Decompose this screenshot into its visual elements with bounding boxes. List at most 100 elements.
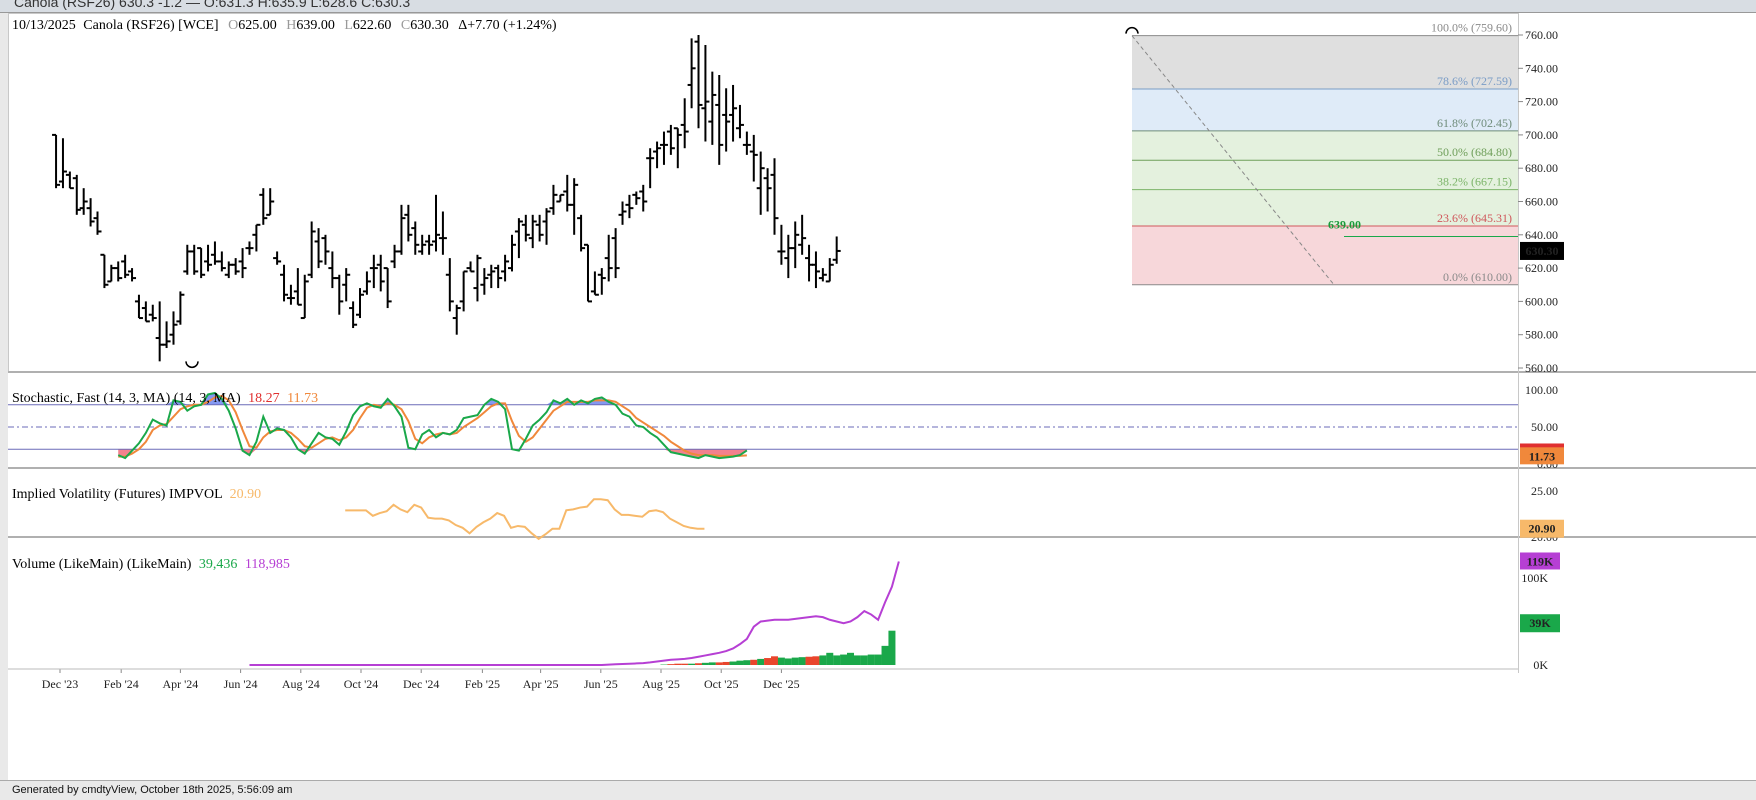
volume-bar [861, 655, 868, 665]
volume-y-tick-label: 100K [1521, 571, 1548, 585]
fib-label: 38.2% (667.15) [1437, 175, 1512, 189]
stoch-title: Stochastic, Fast (14, 3, MA) (14, 3, MA) [12, 391, 241, 406]
price-header: 10/13/2025 Canola (RSF26) [WCE] O625.00 … [12, 18, 557, 33]
swing-low-marker [186, 361, 198, 367]
volume-bar [868, 655, 875, 665]
volume-bar [847, 653, 854, 665]
volume-bar [882, 646, 889, 665]
volume-bar [750, 660, 757, 665]
header-close: 630.30 [410, 18, 449, 33]
window-titlebar: Canola (RSF26) 630.3 -1.2 — O:631.3 H:63… [0, 0, 1756, 13]
header-h-label: H [286, 18, 296, 33]
price-y-tick-label: 600.00 [1525, 294, 1558, 308]
last-price-label: 630.30 [1526, 244, 1559, 258]
volume-header: Volume (LikeMain) (LikeMain) 39,436 118,… [12, 557, 290, 572]
x-tick-label: Apr '24 [162, 677, 198, 691]
volume-panel [249, 561, 898, 665]
x-tick-label: Oct '25 [704, 677, 739, 691]
header-open: 625.00 [238, 18, 277, 33]
x-tick-label: Feb '24 [104, 677, 139, 691]
volume-avg-value: 118,985 [245, 557, 290, 572]
iv-last-label: 20.90 [1529, 522, 1556, 536]
fib-label: 100.0% (759.60) [1431, 21, 1512, 35]
volume-bar [854, 655, 861, 665]
volume-bar [736, 661, 743, 665]
x-tick-label: Dec '23 [42, 677, 78, 691]
fib-label: 61.8% (702.45) [1437, 116, 1512, 130]
footer-text: Generated by cmdtyView, October 18th 202… [12, 784, 292, 796]
volume-bar [819, 655, 826, 665]
price-y-tick-label: 720.00 [1525, 95, 1558, 109]
iv-value: 20.90 [230, 487, 262, 502]
volume-bar [757, 659, 764, 665]
header-high: 639.00 [296, 18, 335, 33]
volume-bar [785, 658, 792, 665]
x-tick-label: Dec '24 [403, 677, 439, 691]
header-c-label: C [401, 18, 410, 33]
x-tick-label: Jun '25 [584, 677, 618, 691]
volume-bar [709, 662, 716, 665]
x-tick-label: Jun '24 [224, 677, 258, 691]
volume-bar [840, 655, 847, 665]
header-l-label: L [344, 18, 353, 33]
price-y-tick-label: 580.00 [1525, 328, 1558, 342]
time-x-axis: Dec '23 Feb '24 Apr '24 Jun '24 Aug '24 Oct '… [8, 669, 1518, 691]
volume-bar [667, 664, 674, 665]
fib-label: 0.0% (610.00) [1443, 270, 1512, 284]
iv-panel [345, 499, 704, 539]
volume-bar [826, 653, 833, 665]
x-tick-label: Aug '25 [642, 677, 680, 691]
iv-y-tick-label: 25.00 [1531, 484, 1558, 498]
volume-bar [875, 655, 882, 665]
header-change: Δ+7.70 (+1.24%) [458, 18, 557, 33]
stoch-oversold-fill [118, 449, 747, 458]
volume-bar [695, 663, 702, 665]
x-tick-label: Oct '24 [344, 677, 379, 691]
volume-bar [716, 662, 723, 665]
volume-bar [778, 658, 785, 665]
volume-y-tick-label: 0K [1533, 658, 1548, 672]
chart-area[interactable]: 100.0% (759.60) 78.6% (727.59) 61.8% (702.… [8, 13, 1756, 780]
chart-canvas[interactable]: 100.0% (759.60) 78.6% (727.59) 61.8% (702.… [8, 13, 1756, 780]
header-date: 10/13/2025 [12, 18, 76, 33]
header-o-label: O [228, 18, 238, 33]
x-tick-label: Dec '25 [763, 677, 799, 691]
header-name: Canola (RSF26) [WCE] [83, 18, 218, 33]
window-title: Canola (RSF26) 630.3 -1.2 — O:631.3 H:63… [14, 0, 410, 10]
volume-y-axis: 100K50K0K119K39K [1520, 552, 1560, 672]
volume-bar [743, 660, 750, 665]
fib-label: 78.6% (727.59) [1437, 74, 1512, 88]
volume-bar [888, 631, 895, 665]
swing-high-marker [1126, 28, 1138, 34]
volume-bar [799, 657, 806, 665]
volume-label: 39K [1529, 616, 1551, 630]
price-y-tick-label: 760.00 [1525, 28, 1558, 42]
volume-bar [730, 662, 737, 665]
volume-bar [702, 663, 709, 665]
x-tick-label: Feb '25 [465, 677, 500, 691]
x-tick-label: Aug '24 [282, 677, 320, 691]
price-y-tick-label: 680.00 [1525, 161, 1558, 175]
fibonacci-retracement[interactable]: 100.0% (759.60) 78.6% (727.59) 61.8% (702.… [1132, 21, 1518, 285]
volume-bar [681, 664, 688, 665]
volume-bar [792, 658, 799, 665]
stoch-last-label: 11.73 [1529, 449, 1555, 463]
stoch-y-tick-label: 50.00 [1531, 420, 1558, 434]
stoch-header: Stochastic, Fast (14, 3, MA) (14, 3, MA)… [12, 391, 318, 406]
volume-bar [812, 656, 819, 665]
x-tick-label: Apr '25 [523, 677, 559, 691]
high-marker-label: 639.00 [1328, 217, 1361, 231]
price-y-tick-label: 620.00 [1525, 261, 1558, 275]
price-y-tick-label: 560.00 [1525, 361, 1558, 375]
volume-avg-label: 119K [1527, 554, 1554, 568]
price-y-tick-label: 740.00 [1525, 61, 1558, 75]
price-y-tick-label: 640.00 [1525, 228, 1558, 242]
stoch-k-value: 18.27 [248, 391, 280, 406]
iv-line [345, 499, 704, 539]
stoch-d-value: 11.73 [287, 391, 318, 406]
volume-avg-line [249, 561, 898, 665]
price-y-tick-label: 700.00 [1525, 128, 1558, 142]
volume-bar [674, 664, 681, 665]
